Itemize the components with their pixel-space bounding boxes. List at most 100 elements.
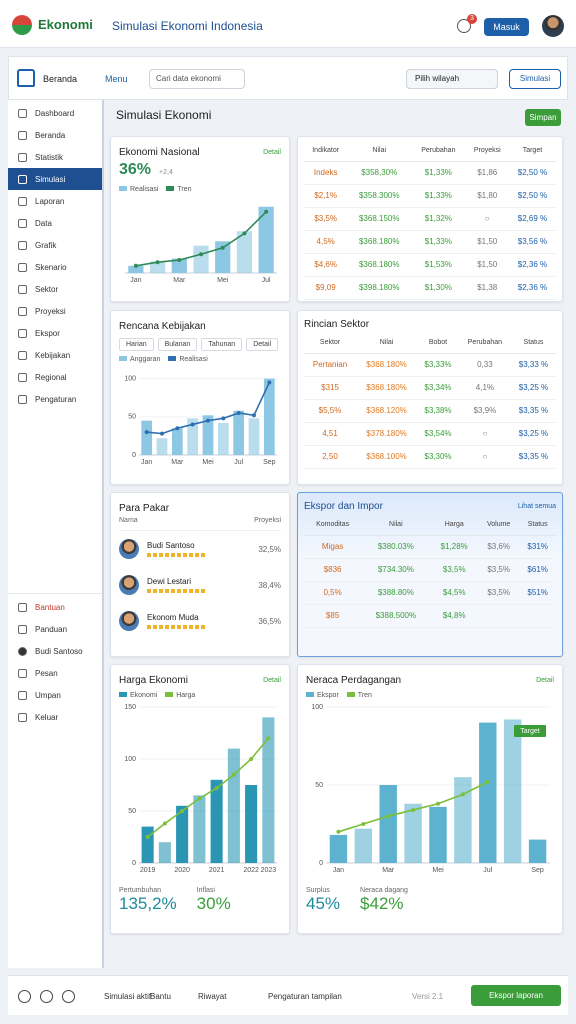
simulate-button[interactable]: Simulasi — [509, 69, 561, 89]
home-link[interactable]: Beranda — [43, 74, 78, 84]
column-header[interactable]: Perubahan — [411, 141, 466, 162]
table-cell: 4,51 — [304, 422, 357, 446]
help-link[interactable]: Bantu — [150, 992, 171, 1001]
footer-icon[interactable] — [62, 990, 75, 1003]
region-select[interactable]: Pilih wilayah — [406, 69, 498, 89]
sidebar-item[interactable]: Kebijakan — [8, 344, 102, 366]
stat-value: 45% — [306, 894, 341, 913]
panel-action[interactable]: Detail — [536, 676, 554, 684]
bar — [479, 722, 497, 863]
sidebar-item[interactable]: Proyeksi — [8, 300, 102, 322]
tab[interactable]: Bulanan — [157, 337, 198, 351]
column-header[interactable]: Status — [519, 515, 556, 536]
x-tick-label: Jan — [130, 277, 141, 284]
column-header[interactable]: Nilai — [347, 141, 412, 162]
table-cell: $358.300% — [347, 184, 412, 208]
footer-icon[interactable] — [40, 990, 53, 1003]
footer-icon[interactable] — [18, 990, 31, 1003]
table-cell: $3,5% — [304, 207, 348, 231]
legend-label: Realisasi — [179, 355, 208, 363]
column-header[interactable]: Target — [508, 141, 556, 162]
expert-value: 36,5% — [258, 616, 281, 626]
column-header[interactable]: Nilai — [356, 333, 418, 354]
expert[interactable]: Dewi Lestari 38,4% — [119, 567, 281, 603]
label: Pengaturan — [35, 394, 77, 404]
sidebar-item[interactable]: Umpan — [8, 684, 102, 706]
stat: Surplus 45% — [306, 887, 340, 914]
history-link[interactable]: Riwayat — [198, 992, 227, 1001]
column-header[interactable]: Nilai — [361, 515, 431, 536]
sidebar-item[interactable]: Pesan — [8, 662, 102, 684]
y-tick-label: 0 — [132, 860, 136, 867]
y-tick-label: 100 — [311, 704, 323, 711]
column-header[interactable]: Harga — [430, 515, 478, 536]
sidebar-item[interactable]: Bantuan — [8, 596, 102, 618]
sidebar-item[interactable]: Regional — [8, 366, 102, 388]
sidebar-item[interactable]: Sektor — [8, 278, 102, 300]
sidebar-item[interactable]: Simulasi — [8, 168, 102, 190]
annotation: Target — [520, 728, 540, 735]
table-cell: $3,54% — [417, 422, 459, 446]
export-button[interactable]: Ekspor laporan — [471, 985, 561, 1006]
table-cell: $358,30% — [347, 161, 412, 185]
panel-action[interactable]: Detail — [263, 148, 281, 156]
column-header[interactable]: Bobot — [417, 333, 459, 354]
point — [175, 426, 180, 431]
sidebar-item[interactable]: Skenario — [8, 256, 102, 278]
table-cell: $1,33% — [411, 161, 466, 185]
logo[interactable]: Ekonomi — [38, 17, 93, 32]
tab[interactable]: Detail — [246, 337, 279, 351]
panel-header: Rincian Sektor — [304, 315, 556, 333]
tab[interactable]: Harian — [119, 337, 154, 351]
sidebar-item[interactable]: Laporan — [8, 190, 102, 212]
column-header[interactable]: Proyeksi — [465, 141, 509, 162]
table-cell: $51% — [519, 581, 556, 605]
rating — [147, 589, 207, 593]
point — [236, 411, 241, 415]
sidebar-item[interactable]: Budi Santoso — [8, 640, 102, 662]
column-header[interactable]: Sektor — [304, 333, 357, 354]
sidebar-item[interactable]: Dashboard — [8, 102, 102, 124]
table-row: $9,09 $398.180% $1,30% $1,38 $2,36 % — [304, 276, 556, 300]
point — [411, 807, 416, 812]
sidebar-item[interactable]: Keluar — [8, 706, 102, 728]
sidebar-item[interactable]: Panduan — [8, 618, 102, 640]
avatar[interactable] — [542, 15, 564, 37]
bar — [528, 839, 547, 863]
table-cell: $398.180% — [347, 276, 412, 300]
stat: Neraca dagang $42% — [360, 887, 408, 914]
bar — [263, 378, 275, 455]
sidebar-item[interactable]: Data — [8, 212, 102, 234]
expert[interactable]: Budi Santoso 32,5% — [119, 531, 281, 567]
view-settings[interactable]: Pengaturan tampilan — [268, 992, 342, 1001]
sidebar-item[interactable]: Statistik — [8, 146, 102, 168]
tab[interactable]: Tahunan — [201, 337, 243, 351]
stat-label: Surplus — [306, 887, 330, 894]
table-cell — [477, 604, 520, 628]
column-header[interactable]: Perubahan — [458, 333, 511, 354]
column-header[interactable]: Indikator — [304, 141, 348, 162]
panel-header: Ekspor dan Impor Lihat semua — [304, 497, 556, 515]
save-button[interactable]: Simpan — [525, 109, 561, 126]
home-icon[interactable] — [17, 69, 35, 87]
column-header[interactable]: Komoditas — [304, 515, 362, 536]
menu-link[interactable]: Menu — [105, 74, 128, 84]
panel-action[interactable]: Lihat semua — [517, 502, 556, 510]
sidebar-item[interactable]: Grafik — [8, 234, 102, 256]
sidebar-item[interactable]: Ekspor — [8, 322, 102, 344]
login-button[interactable]: Masuk — [484, 18, 529, 36]
expert[interactable]: Ekonom Muda 36,5% — [119, 603, 281, 639]
y-tick-label: 100 — [124, 375, 136, 382]
sidebar-item[interactable]: Pengaturan — [8, 388, 102, 410]
column-header[interactable]: Status — [510, 333, 556, 354]
panel-action[interactable]: Detail — [263, 676, 281, 684]
status-text: Simulasi aktif — [104, 992, 152, 1001]
sidebar-menu: Dashboard Beranda Statistik Simulasi Laporan… — [8, 102, 102, 410]
data-table: Indikator Nilai Perubahan Proyeksi Target Ind… — [304, 141, 556, 300]
table-cell: $2,50 % — [508, 161, 556, 185]
sidebar-item[interactable]: Beranda — [8, 124, 102, 146]
column-header[interactable]: Volume — [477, 515, 520, 536]
notification-icon[interactable] — [457, 19, 471, 33]
search-input[interactable]: Cari data ekonomi — [149, 69, 245, 89]
icon — [18, 174, 27, 184]
